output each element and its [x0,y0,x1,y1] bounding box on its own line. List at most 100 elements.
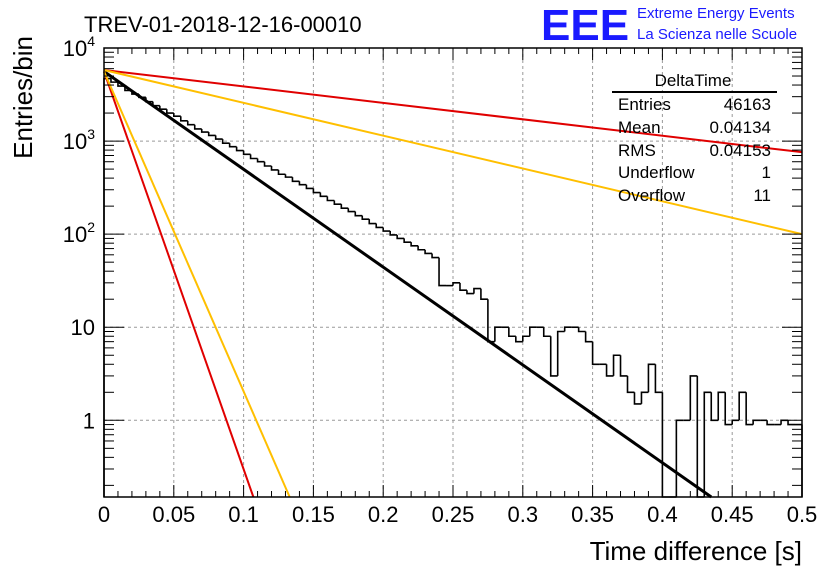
histogram-bin [466,290,474,295]
fit-lines [103,69,803,499]
histogram-bin [438,257,447,287]
histogram-bin [242,150,251,156]
histogram-bin [347,208,356,213]
histogram-bin [249,154,258,160]
histogram-bin [361,215,370,220]
histogram-bin [424,249,433,255]
x-tick-label: 0.2 [368,502,399,527]
histogram-bin [221,139,230,144]
histogram-bin [766,420,775,426]
stats-box-name: DeltaTime [655,71,732,90]
stats-box: DeltaTime Entries 46163 Mean 0.04134 RMS… [612,71,777,205]
histogram-bin [528,326,537,337]
histogram-bin [710,392,719,422]
x-tick-label: 0.4 [647,502,678,527]
y-tick-label: 10 [71,315,95,340]
x-tick-label: 0.1 [228,502,259,527]
histogram-bin [159,105,167,111]
histogram-bin [340,204,349,210]
x-tick-label: 0.35 [571,502,614,527]
histogram-bin [626,375,635,394]
fit-line [103,71,291,498]
stats-value-entries: 46163 [724,95,771,114]
histogram-bin [277,169,286,176]
histogram-bin [179,116,188,122]
grid [104,48,802,497]
eee-logo: EEE Extreme Energy Events La Scienza nel… [541,1,797,50]
histogram-bin [186,120,195,126]
x-tick-label: 0.15 [292,502,335,527]
histogram-bin [193,124,202,130]
stats-value-mean: 0.04134 [710,118,771,137]
histogram-bin [228,143,237,148]
histogram-bin [591,341,600,366]
y-tick-label: 102 [63,219,95,247]
histogram-bin [298,181,307,186]
x-tick-label: 0.45 [711,502,754,527]
x-tick-label: 0 [98,502,110,527]
x-axis-title: Time difference [s] [590,536,802,566]
histogram-bin [549,336,558,377]
histogram-bin [745,392,754,426]
histogram-bin [480,288,488,301]
histogram-bin [661,392,670,498]
histogram-bin [731,419,740,425]
x-tick-label: 0.25 [432,502,475,527]
histogram-bin [291,177,300,183]
histogram-bin [508,327,516,338]
histogram-bin [780,419,789,425]
histogram-bin [207,132,216,137]
stats-value-overflow: 11 [753,186,771,205]
histogram-bin [605,364,614,377]
x-tick-label: 0.3 [508,502,539,527]
fit-line [103,69,803,236]
stats-label-overflow: Overflow [618,186,686,205]
x-tick-label: 0.05 [152,502,195,527]
stats-value-rms: 0.04153 [710,141,771,160]
fit-line [103,70,713,499]
histogram-bin [577,327,586,333]
histogram-bin [326,196,335,202]
stats-label-underflow: Underflow [618,163,695,182]
histogram-bin [235,146,244,152]
histogram-bin [382,227,391,232]
histogram-bin [417,245,426,251]
histogram-bin [752,419,761,425]
histogram-bin [584,331,593,343]
histogram-bin [542,327,551,338]
histogram-bin [654,364,663,394]
stats-label-entries: Entries [618,95,671,114]
histogram-bin [619,355,628,377]
fit-line [103,69,803,154]
y-axis-title: Entries/bin [8,36,38,159]
histogram-bin [396,234,405,240]
y-axis: 1 10 102 103 104 [63,33,802,486]
histogram-bin [647,363,656,393]
y-tick-label: 1 [83,408,95,433]
histogram-bin [689,375,698,421]
histogram-bin [354,211,363,217]
histogram-bin [556,330,565,376]
histogram-bin [522,335,530,342]
histogram-bin [431,253,440,259]
logo-letters: EEE [541,1,629,50]
logo-line-2: La Scienza nelle Scuole [637,26,797,43]
histogram-bin [389,231,398,236]
histogram-bin [696,375,705,498]
histogram-bin [305,184,314,190]
x-axis: 0 0.05 0.1 0.15 0.2 0.25 0.3 0.35 0.4 0.45 0.5 [98,48,817,527]
histogram-bin [515,336,523,343]
histogram-bin [494,326,502,342]
histogram-bin [738,391,747,421]
stats-label-rms: RMS [618,141,656,160]
histogram-bin [717,391,726,421]
histogram-bin [368,219,377,225]
histogram-bin [375,223,384,229]
histogram-bin [787,420,796,426]
histogram-bin [284,174,293,178]
histogram-bin [452,282,460,286]
histogram-bin [263,161,272,167]
histogram-bin [487,299,495,343]
stats-value-underflow: 1 [762,163,771,182]
